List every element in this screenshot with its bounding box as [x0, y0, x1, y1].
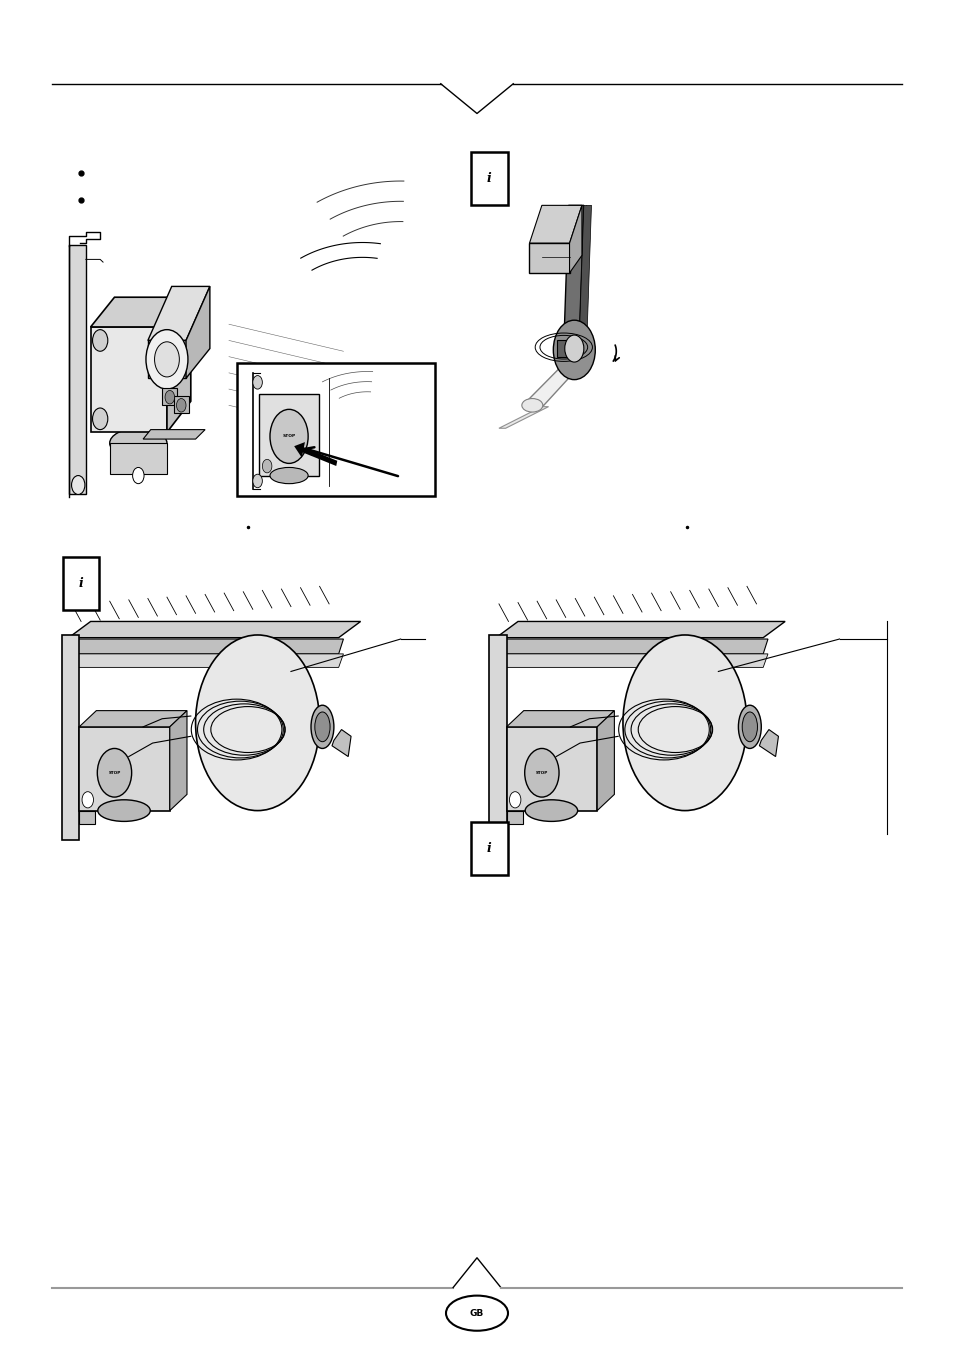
Polygon shape: [759, 730, 778, 757]
Ellipse shape: [524, 800, 577, 821]
Polygon shape: [79, 727, 170, 811]
Text: i: i: [487, 842, 491, 855]
Ellipse shape: [738, 705, 760, 748]
Circle shape: [253, 376, 262, 389]
Polygon shape: [522, 365, 580, 405]
Polygon shape: [69, 621, 360, 638]
FancyBboxPatch shape: [63, 557, 99, 611]
Polygon shape: [148, 286, 210, 340]
Polygon shape: [562, 205, 583, 373]
Circle shape: [564, 335, 583, 362]
Polygon shape: [143, 430, 205, 439]
Circle shape: [82, 792, 93, 808]
Polygon shape: [529, 205, 581, 243]
Ellipse shape: [270, 467, 308, 484]
Circle shape: [195, 635, 319, 811]
FancyBboxPatch shape: [471, 151, 507, 205]
Polygon shape: [170, 711, 187, 811]
Polygon shape: [506, 811, 522, 824]
Ellipse shape: [445, 1296, 507, 1331]
Circle shape: [132, 467, 144, 484]
Polygon shape: [91, 297, 191, 327]
Circle shape: [71, 476, 85, 494]
Circle shape: [270, 409, 308, 463]
Text: STOP: STOP: [109, 771, 120, 774]
Text: i: i: [487, 172, 491, 185]
FancyBboxPatch shape: [471, 821, 507, 875]
Polygon shape: [498, 407, 548, 428]
Polygon shape: [79, 811, 95, 824]
Ellipse shape: [110, 428, 167, 458]
FancyBboxPatch shape: [259, 394, 318, 476]
Polygon shape: [332, 730, 351, 757]
Polygon shape: [148, 340, 186, 378]
Circle shape: [524, 748, 558, 797]
Circle shape: [92, 408, 108, 430]
Circle shape: [553, 320, 595, 380]
Polygon shape: [489, 635, 506, 840]
Circle shape: [509, 792, 520, 808]
Polygon shape: [186, 286, 210, 378]
Polygon shape: [578, 205, 591, 373]
Circle shape: [262, 459, 272, 473]
Polygon shape: [496, 654, 767, 667]
FancyBboxPatch shape: [69, 245, 86, 494]
Ellipse shape: [314, 712, 330, 742]
Polygon shape: [62, 635, 79, 840]
Polygon shape: [569, 205, 581, 273]
Circle shape: [154, 342, 179, 377]
Polygon shape: [91, 327, 167, 432]
Circle shape: [622, 635, 746, 811]
Polygon shape: [506, 727, 597, 811]
FancyBboxPatch shape: [173, 396, 189, 413]
Ellipse shape: [521, 399, 542, 412]
FancyBboxPatch shape: [110, 443, 167, 474]
FancyArrow shape: [294, 442, 337, 466]
Ellipse shape: [311, 705, 334, 748]
Polygon shape: [69, 639, 343, 654]
Text: GB: GB: [470, 1309, 483, 1317]
Circle shape: [165, 390, 174, 404]
Polygon shape: [69, 654, 343, 667]
Text: i: i: [79, 577, 83, 590]
Polygon shape: [506, 711, 614, 727]
Polygon shape: [79, 711, 187, 727]
Polygon shape: [597, 711, 614, 811]
Circle shape: [176, 399, 186, 412]
Polygon shape: [496, 639, 767, 654]
Circle shape: [146, 330, 188, 389]
Polygon shape: [167, 297, 191, 432]
Circle shape: [97, 748, 132, 797]
Ellipse shape: [741, 712, 757, 742]
Text: STOP: STOP: [536, 771, 547, 774]
FancyBboxPatch shape: [236, 363, 435, 496]
Polygon shape: [529, 243, 569, 273]
FancyBboxPatch shape: [162, 388, 177, 405]
Ellipse shape: [98, 800, 151, 821]
Polygon shape: [557, 340, 578, 357]
Circle shape: [253, 474, 262, 488]
Polygon shape: [496, 621, 784, 638]
Text: STOP: STOP: [282, 435, 295, 438]
Circle shape: [92, 330, 108, 351]
